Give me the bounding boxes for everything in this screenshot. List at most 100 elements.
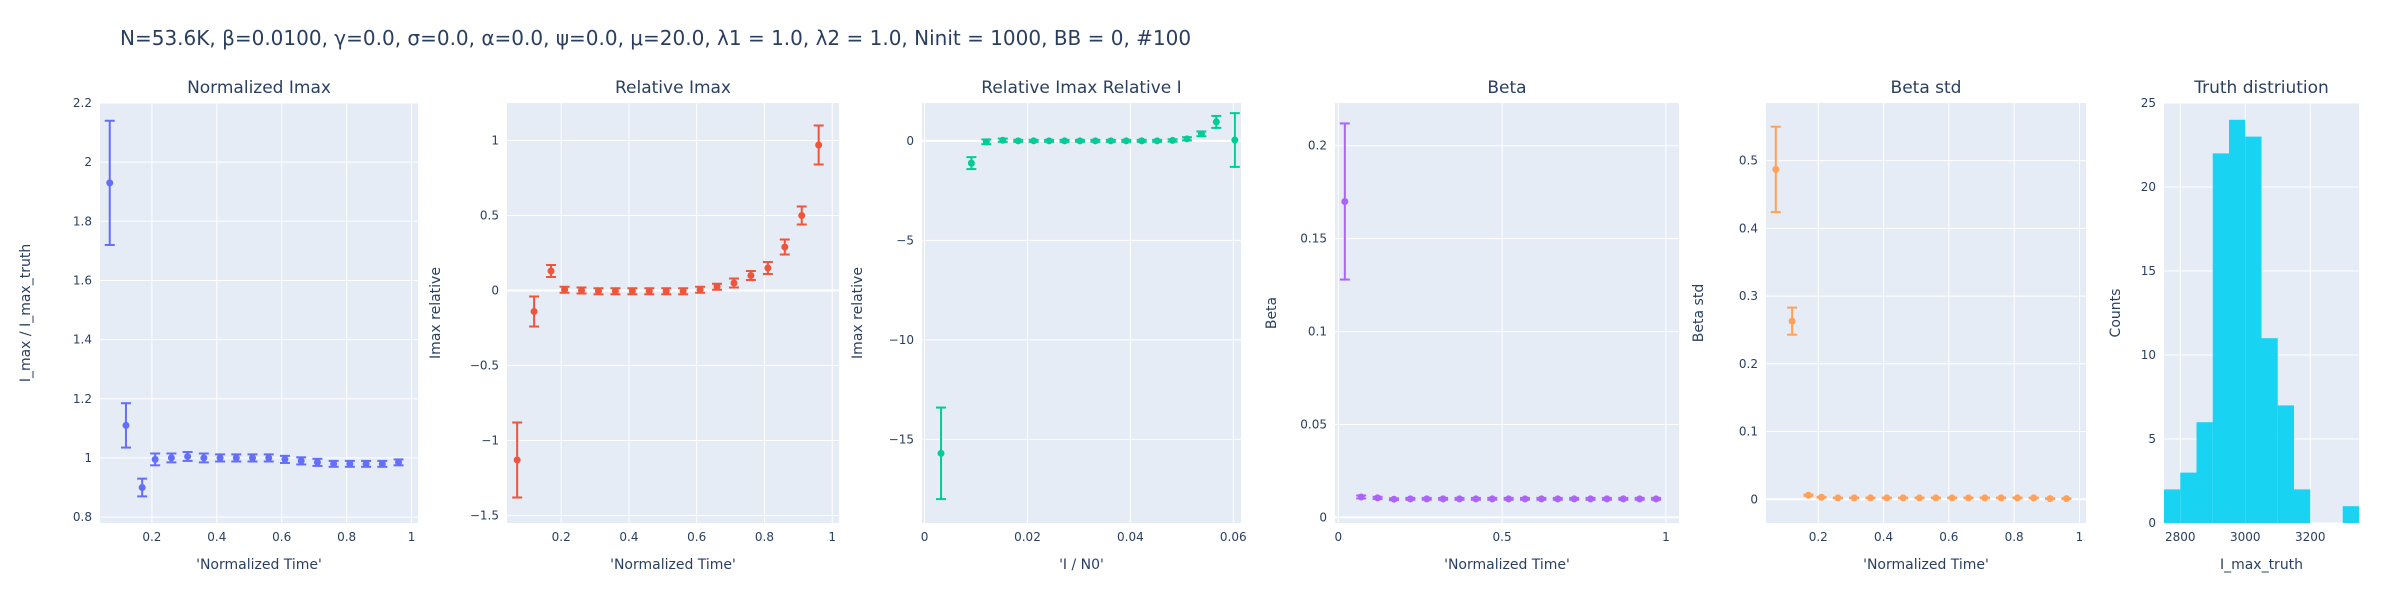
y-tick-label: 0.1 — [1739, 425, 1758, 439]
x-axis-label: 'I / N0' — [1059, 557, 1104, 573]
y-tick-label: 0 — [1319, 510, 1327, 524]
data-point — [249, 454, 257, 462]
subplot-title: Truth distriution — [2193, 78, 2329, 98]
x-tick-label: 1 — [828, 530, 836, 544]
x-tick-label: 0.5 — [1493, 530, 1512, 544]
x-tick-label: 0.04 — [1117, 530, 1144, 544]
y-tick-label: 0.4 — [1739, 221, 1758, 235]
y-tick-label: −15 — [889, 432, 914, 446]
x-tick-label: 0.6 — [687, 530, 706, 544]
data-point — [611, 287, 619, 295]
plot-area — [1335, 103, 1679, 523]
subplot-3: Relative Imax Relative I −15 −10 −5 0 0 0.02 0.… — [850, 78, 1247, 573]
data-point — [594, 287, 602, 295]
data-point — [1231, 136, 1239, 144]
subplot-title: Beta — [1487, 78, 1526, 98]
data-point — [730, 279, 738, 287]
y-tick-label: −0.5 — [470, 359, 499, 373]
data-point — [1915, 494, 1923, 502]
x-axis-label: 'Normalized Time' — [610, 557, 736, 573]
data-point — [1045, 137, 1053, 145]
data-point — [395, 458, 403, 466]
y-tick-label: 0.8 — [73, 510, 92, 524]
y-tick-label: 0.1 — [1308, 325, 1327, 339]
x-tick-label: 0 — [921, 530, 929, 544]
histogram-bar — [2164, 489, 2181, 523]
data-point — [1505, 495, 1513, 503]
y-tick-label: −10 — [889, 333, 914, 347]
y-tick-label: 0 — [906, 134, 914, 148]
data-point — [1981, 494, 1989, 502]
data-point — [1030, 137, 1038, 145]
data-point — [1883, 494, 1891, 502]
data-point — [330, 460, 338, 468]
y-tick-label: 1.2 — [73, 392, 92, 406]
data-point — [1603, 495, 1611, 503]
x-tick-label: 0.8 — [337, 530, 356, 544]
x-axis-label: I_max_truth — [2220, 557, 2303, 573]
y-tick-label: −1.5 — [470, 509, 499, 523]
subplot-2: Relative Imax −1.5 −1 −0.5 0 0.5 1 0.2 0.4 0.6 0.8… — [428, 78, 839, 573]
y-axis-label: Imax relative — [850, 267, 866, 359]
data-point — [1948, 494, 1956, 502]
x-tick-label: 2800 — [2165, 530, 2196, 544]
data-point — [1652, 495, 1660, 503]
data-point — [547, 267, 555, 275]
subplot-6: Truth distriution 0 5 10 15 20 25 2800 3000 3200 I… — [2108, 78, 2359, 573]
data-point — [346, 460, 354, 468]
histogram-bar — [2261, 338, 2278, 523]
data-point — [662, 287, 670, 295]
data-point — [1834, 494, 1842, 502]
y-tick-label: 1.8 — [73, 214, 92, 228]
data-point — [1472, 495, 1480, 503]
y-axis-label: I_max / I_max_truth — [18, 244, 34, 382]
figure-header-title: N=53.6K, β=0.0100, γ=0.0, σ=0.0, α=0.0, … — [120, 26, 1192, 50]
data-point — [798, 212, 806, 219]
histogram-bar — [2180, 472, 2197, 523]
data-point — [1374, 494, 1382, 502]
y-tick-label: 1 — [84, 451, 92, 465]
data-point — [815, 141, 823, 149]
data-point — [1850, 494, 1858, 502]
y-tick-label: 1.6 — [73, 273, 92, 287]
data-point — [1122, 137, 1130, 145]
data-point — [1866, 494, 1874, 502]
data-point — [1899, 494, 1907, 502]
x-tick-label: 1 — [1662, 530, 1670, 544]
data-point — [713, 283, 721, 291]
data-point — [184, 452, 192, 460]
data-point — [1455, 495, 1463, 503]
data-point — [1537, 495, 1545, 503]
histogram-bar — [2229, 119, 2246, 524]
histogram-bar — [2245, 136, 2262, 523]
y-tick-label: 1.4 — [73, 333, 92, 347]
histogram-bar — [2196, 422, 2213, 523]
data-point — [530, 308, 538, 315]
y-tick-label: 0.2 — [1739, 357, 1758, 371]
x-axis-label: 'Normalized Time' — [1863, 557, 1989, 573]
y-tick-label: 1 — [491, 134, 499, 148]
data-point — [1521, 495, 1529, 503]
y-tick-label: 0.3 — [1739, 289, 1758, 303]
data-point — [281, 455, 289, 463]
data-point — [1091, 137, 1099, 145]
subplot-5: Beta std 0 0.1 0.2 0.3 0.4 0.5 0.2 0.4 0.6 0.8 1 'No… — [1691, 78, 2086, 573]
y-axis-label: Counts — [2108, 289, 2124, 338]
data-point — [297, 457, 305, 465]
x-tick-label: 0.4 — [207, 530, 226, 544]
data-point — [1788, 317, 1796, 325]
data-point — [265, 454, 273, 462]
plot-area — [1766, 103, 2086, 523]
subplot-4: Beta 0 0.05 0.1 0.15 0.2 0 0.5 1 'Normalized Time… — [1264, 78, 1679, 573]
x-tick-label: 1 — [408, 530, 416, 544]
data-point — [138, 484, 146, 492]
data-point — [1076, 137, 1084, 145]
data-point — [628, 287, 636, 295]
data-point — [764, 264, 772, 272]
y-tick-label: 0.05 — [1300, 418, 1327, 432]
x-tick-label: 0.06 — [1220, 530, 1247, 544]
data-point — [1818, 493, 1826, 501]
data-point — [1997, 494, 2005, 502]
data-point — [122, 421, 130, 429]
x-tick-label: 0.8 — [755, 530, 774, 544]
